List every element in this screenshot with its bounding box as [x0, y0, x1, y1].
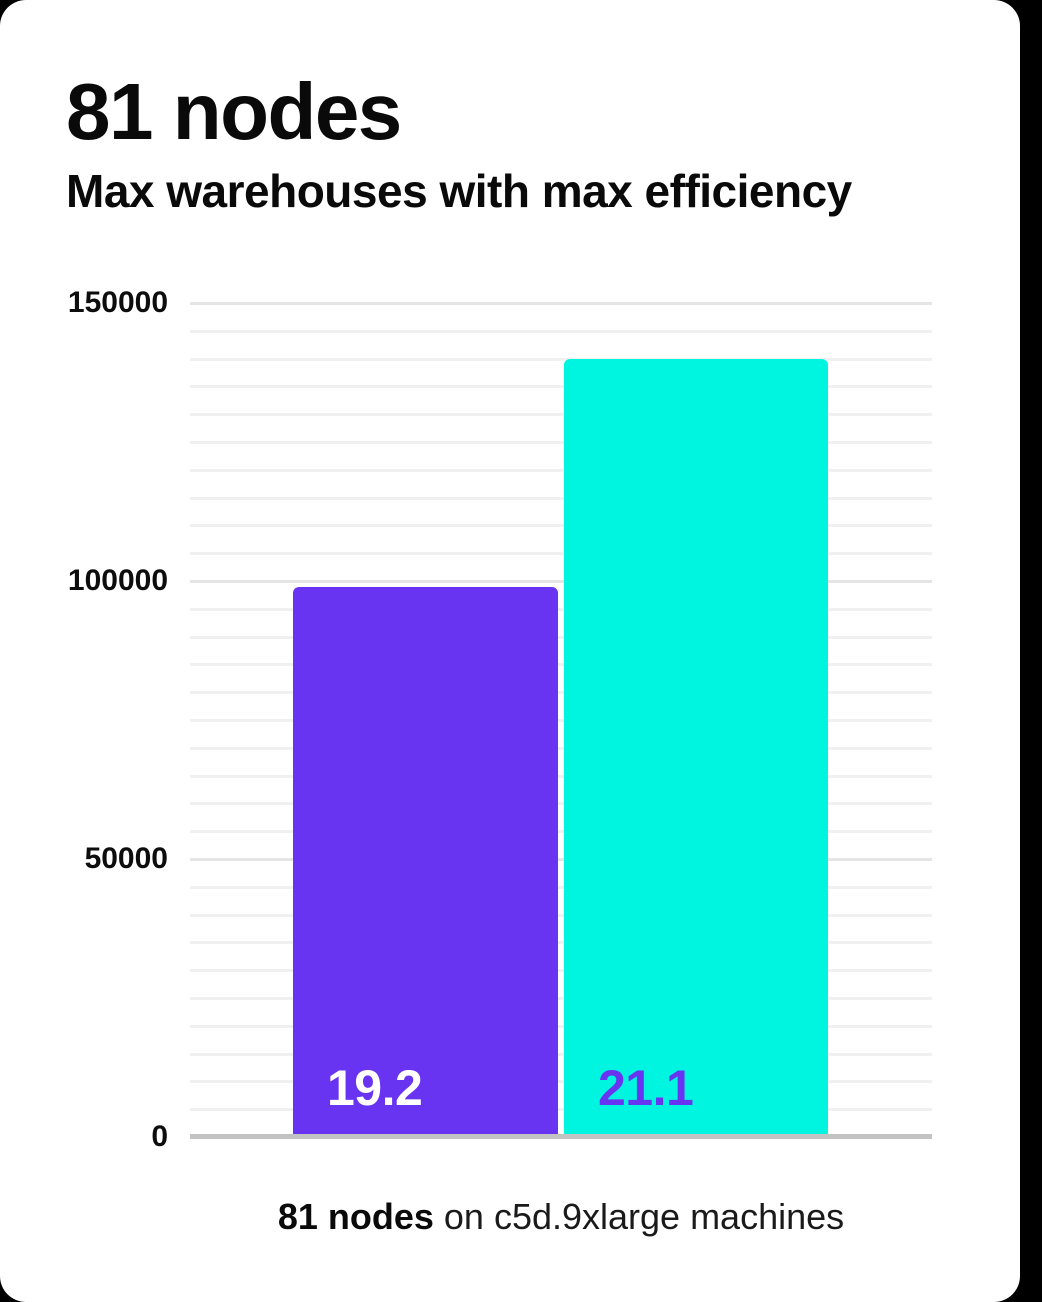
minor-gridline: [190, 885, 932, 889]
minor-gridline: [190, 357, 932, 361]
bar-21-1: 21.1: [564, 358, 828, 1137]
minor-gridline: [190, 496, 932, 500]
minor-gridline: [190, 1108, 932, 1112]
major-gridline: [190, 857, 932, 861]
minor-gridline: [190, 413, 932, 417]
minor-gridline: [190, 552, 932, 556]
minor-gridline: [190, 719, 932, 722]
minor-gridline: [190, 774, 932, 778]
chart-title: 81 nodes: [66, 67, 402, 156]
y-tick-label: 100000: [67, 563, 168, 597]
y-tick-label: 0: [151, 1120, 168, 1153]
minor-gridline: [190, 997, 932, 1000]
caption-bold-text: 81 nodes: [277, 1196, 434, 1237]
minor-gridline: [190, 607, 932, 611]
minor-gridline: [190, 663, 932, 667]
major-gridline: [190, 579, 932, 583]
bar-value-label: 19.2: [327, 1060, 423, 1116]
minor-gridline: [190, 1024, 932, 1028]
minor-gridline: [190, 524, 932, 528]
minor-gridline: [190, 746, 932, 750]
bar-19-2: 19.2: [293, 586, 558, 1137]
y-tick-label: 50000: [84, 841, 168, 875]
chart-subtitle: Max warehouses with max efficiency: [66, 165, 852, 217]
minor-gridline: [190, 635, 932, 639]
bar-value-label: 21.1: [598, 1060, 694, 1116]
minor-gridline: [190, 913, 932, 917]
minor-gridline: [190, 941, 932, 945]
minor-gridline: [190, 440, 932, 444]
y-tick-label: 150000: [67, 286, 168, 319]
minor-gridline: [190, 830, 932, 834]
chart-caption: 81 nodes on c5d.9xlarge machines: [190, 1196, 932, 1238]
minor-gridline: [190, 969, 932, 973]
minor-gridline: [190, 329, 932, 333]
x-axis-line: [190, 1134, 932, 1139]
minor-gridline: [190, 1052, 932, 1056]
minor-gridline: [190, 691, 932, 695]
minor-gridline: [190, 802, 932, 806]
chart-card: 81 nodes Max warehouses with max efficie…: [0, 0, 1020, 1302]
minor-gridline: [190, 1080, 932, 1084]
caption-regular-text: on c5d.9xlarge machines: [433, 1196, 845, 1237]
y-axis: 0 50000 100000 150000: [0, 286, 176, 1153]
minor-gridline: [190, 385, 932, 389]
bar-chart-plot-area: 19.2 21.1: [190, 302, 932, 1139]
major-gridline: [190, 302, 932, 305]
minor-gridline: [190, 468, 932, 472]
